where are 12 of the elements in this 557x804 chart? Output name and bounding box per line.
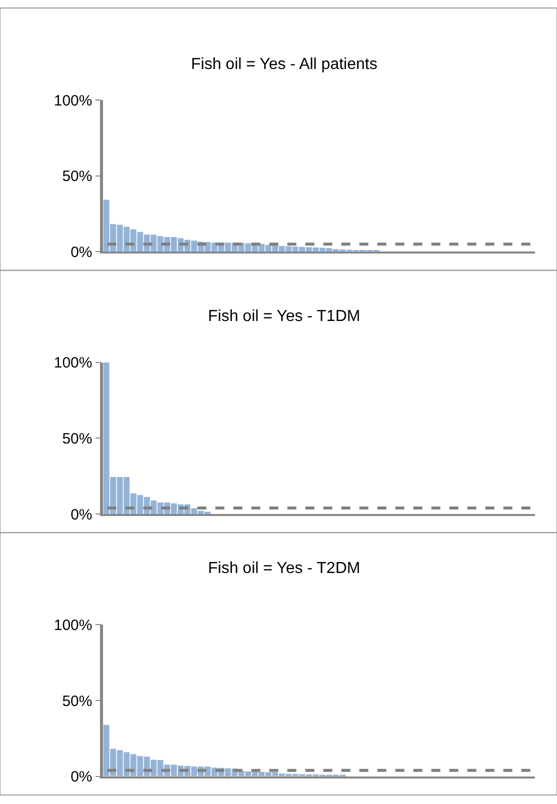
- y-tick-label: 50%: [62, 692, 92, 710]
- chart-title: Fish oil = Yes - T1DM: [208, 308, 360, 325]
- y-tick-label: 100%: [54, 616, 92, 634]
- y-tick-label: 50%: [62, 168, 92, 186]
- chart-title: Fish oil = Yes - T2DM: [208, 560, 360, 577]
- y-tick-label: 100%: [54, 92, 92, 110]
- y-tick-label: 100%: [54, 354, 92, 372]
- chart-title: Fish oil = Yes - All patients: [191, 56, 378, 73]
- y-tick-label: 50%: [62, 430, 92, 448]
- y-tick-label: 0%: [70, 244, 92, 261]
- y-tick-label: 0%: [70, 506, 92, 524]
- y-tick-label: 0%: [70, 768, 92, 786]
